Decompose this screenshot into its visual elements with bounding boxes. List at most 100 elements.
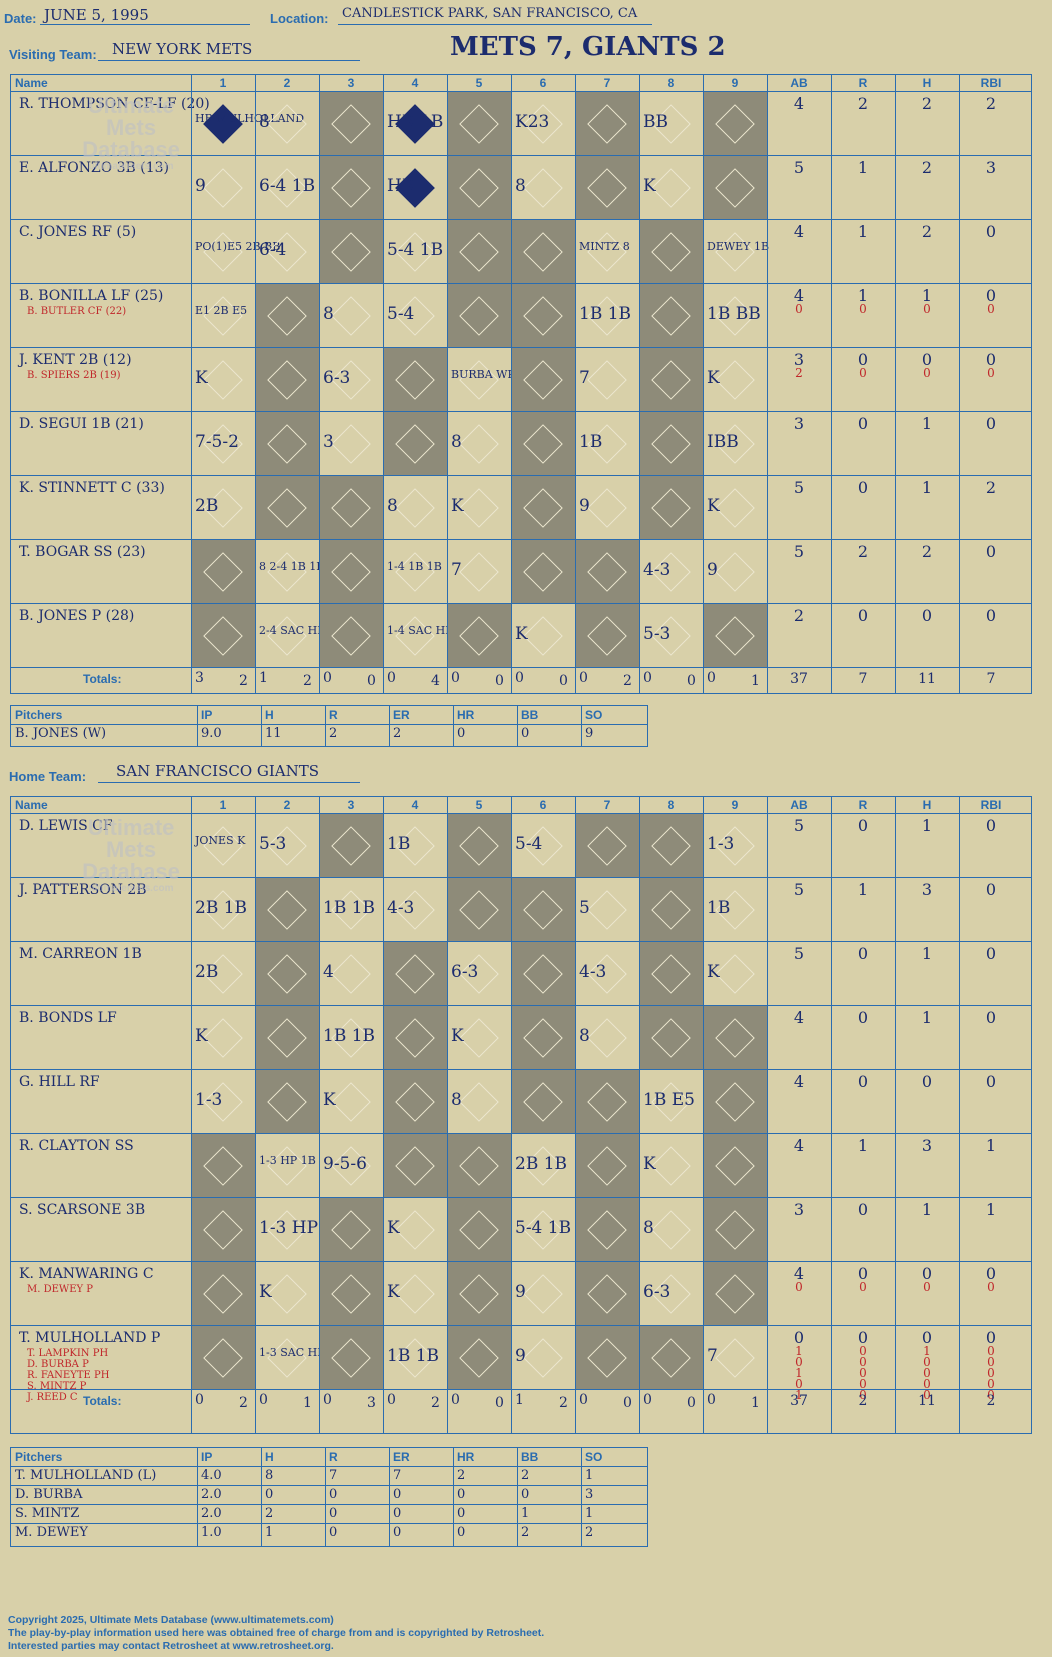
stat-rbi: 0 [985,880,997,899]
play-notation: DEWEY 1B [707,240,770,253]
total-r: 2 [858,1393,868,1409]
play-notation: 4 [323,962,334,982]
batter-row: 2B 1B 1B 1B 4-3 5 1B J. PATTERSON 2B 5 1 3 0 [11,877,1031,942]
base-diamond [267,360,307,400]
grid-line [325,1448,326,1546]
base-diamond [203,616,243,656]
play-notation: 5-3 [259,834,287,854]
pitcher-stat: 0 [265,1487,274,1502]
pitcher-stat: 0 [329,1506,338,1521]
column-header-inning-3: 3 [347,798,355,812]
pitcher-stat: 2 [521,1468,530,1483]
inning-cell: 8 [447,1070,511,1134]
base-diamond [651,1210,691,1250]
stat-ab: 4 [793,1264,805,1283]
column-header-inning-8: 8 [667,76,675,90]
sub-stat-ab: 0 [795,1280,803,1294]
stat-h: 3 [921,1136,933,1155]
grid-line [261,1448,262,1546]
grid-line [255,75,256,693]
inning-hits: 0 [559,673,568,689]
inning-cell [383,1006,447,1070]
inning-cell [511,1006,575,1070]
inning-cell: 5-4 1B [511,1198,575,1262]
play-notation: 4-3 [387,898,415,918]
column-header-inning-3: 3 [347,76,355,90]
sub-stat-rbi: 0 [987,1280,995,1294]
inning-cell [319,1326,383,1390]
play-notation: K [451,1026,464,1046]
stat-rbi: 0 [985,1072,997,1091]
location-underline [338,24,652,25]
base-diamond [203,360,243,400]
batter-row: 1-3 SAC HIT 1B 1B 9 7 T. MULHOLLAND P T. LAMP… [11,1325,1031,1403]
grid-line [517,1448,518,1546]
base-diamond [331,424,371,464]
play-notation: 1B E5 [643,1090,695,1110]
inning-cell: 5-3 [255,814,319,878]
pitcher-stat: 2 [329,726,338,741]
batter-row: E1 2B E5 8 5-4 1B 1B 1B BB B. BONILLA LF (25)… [11,283,1031,348]
stat-rbi: 1 [985,1136,997,1155]
base-diamond [331,1274,371,1314]
pitcher-row: D. BURBA 2.0 0 0 0 0 0 3 [11,1485,647,1505]
batter-row: PO(1)E5 2B BB 6-4 5-4 1B MINTZ 8 DEWEY 1B C. … [11,219,1031,284]
stat-ab: 4 [793,1008,805,1027]
pitcher-name: D. BURBA [15,1487,83,1502]
pitcher-stat: 0 [457,1525,466,1540]
inning-runs: 0 [579,670,588,686]
play-notation: 7-5-2 [195,432,239,452]
base-diamond [651,1146,691,1186]
watermark-text: Database [82,859,180,884]
column-header-inning-5: 5 [475,798,483,812]
pitchers-header-er: ER [393,1450,410,1464]
play-notation: K23 [515,112,550,132]
play-notation: 5-4 1B [387,240,444,260]
column-header-inning-1: 1 [219,76,227,90]
stat-ab: 5 [793,158,805,177]
column-header-h: H [922,798,932,812]
stat-h: 1 [921,1008,933,1027]
inning-hits: 2 [239,1395,248,1411]
base-diamond [523,168,563,208]
stat-ab: 3 [793,350,805,369]
base-diamond [651,1338,691,1378]
play-notation: 3 [323,432,334,452]
stat-r: 0 [857,1264,869,1283]
inning-cell [191,1262,255,1326]
inning-runs: 1 [259,670,268,686]
total-ab: 37 [790,671,808,687]
base-diamond [715,1210,755,1250]
base-diamond [587,1146,627,1186]
base-diamond [523,232,563,272]
grid-line [197,1448,198,1546]
pitchers-header-name: Pitchers [15,1450,63,1464]
column-header-rbi: RBI [980,798,1002,812]
inning-cell [383,412,447,476]
play-notation: 4-3 [579,962,607,982]
player-name: S. SCARSONE 3B [19,1202,146,1218]
base-diamond [395,1210,435,1250]
inning-cell: 1-4 1B 1B [383,540,447,604]
player-name: M. CARREON 1B [19,946,142,962]
grid-line [831,75,832,693]
column-header-inning-6: 6 [539,76,547,90]
inning-cell: 8 [511,156,575,220]
date-underline [40,24,250,25]
inning-cell: 5-4 [383,284,447,348]
inning-cell [511,220,575,284]
inning-cell [575,814,639,878]
column-header-inning-7: 7 [603,76,611,90]
inning-cell: 2B 1B [511,1134,575,1198]
inning-cell: HR|MULHOLLAND [191,92,304,156]
inning-runs: 0 [643,1392,652,1408]
play-notation: K [515,624,528,644]
play-notation: 9 [515,1282,526,1302]
inning-cell: 1B 1B [319,1006,383,1070]
inning-runs: 0 [579,1392,588,1408]
pitcher-stat: 0 [457,1506,466,1521]
inning-cell [575,92,639,156]
inning-cell: 1-3 HP 1B [255,1134,319,1198]
play-notation: 7 [707,1346,718,1366]
base-diamond [331,1338,371,1378]
